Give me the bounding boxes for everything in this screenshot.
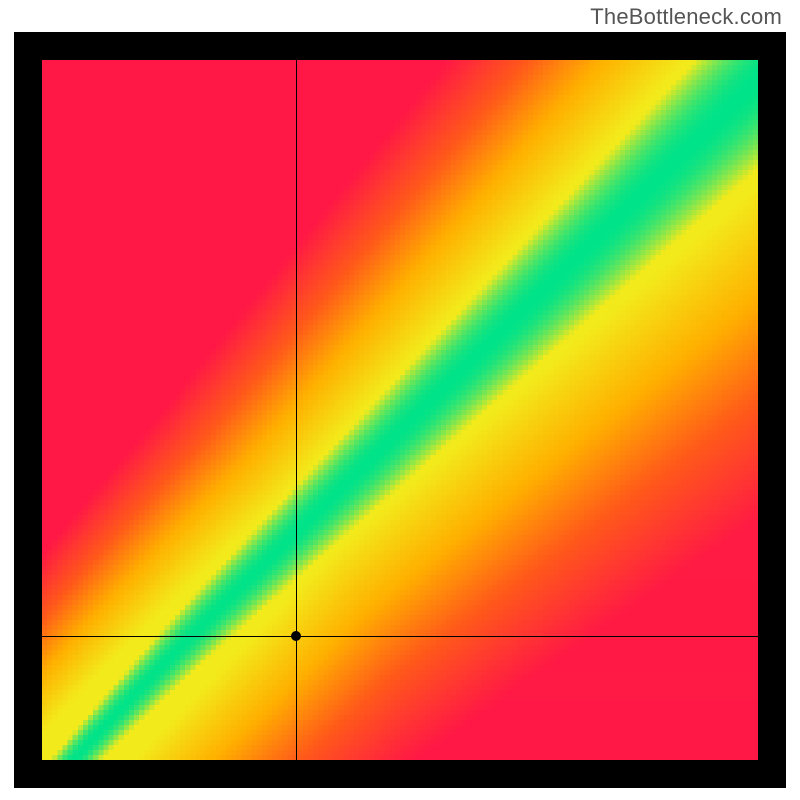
crosshair-horizontal	[42, 636, 758, 637]
crosshair-vertical	[296, 60, 297, 760]
plot-area	[42, 60, 758, 760]
chart-container: TheBottleneck.com	[0, 0, 800, 800]
watermark-text: TheBottleneck.com	[590, 4, 782, 30]
crosshair-marker	[291, 631, 301, 641]
bottleneck-heatmap	[42, 60, 758, 760]
